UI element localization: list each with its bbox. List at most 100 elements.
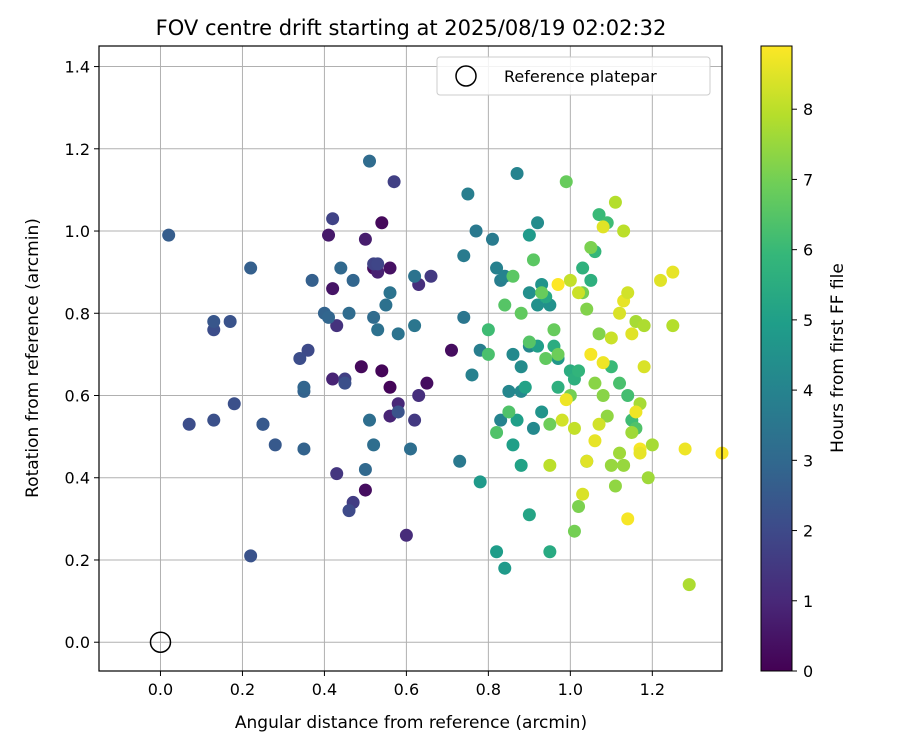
data-point (420, 376, 434, 390)
data-point (502, 384, 516, 398)
data-point (457, 310, 471, 324)
data-point (412, 389, 426, 403)
data-point (559, 393, 573, 407)
data-point (399, 528, 413, 542)
data-point (510, 413, 524, 427)
data-point (330, 467, 344, 481)
data-point (408, 413, 422, 427)
data-point (326, 212, 340, 226)
data-point (383, 380, 397, 394)
colorbar-ticks: 0 1 2 3 4 5 6 7 8 (792, 100, 813, 681)
y-tick-label: 1.4 (65, 58, 90, 77)
data-point (592, 327, 606, 341)
data-point (543, 458, 557, 472)
data-point (608, 195, 622, 209)
data-point (473, 475, 487, 489)
data-point (563, 273, 577, 287)
data-point (363, 154, 377, 168)
data-point (182, 417, 196, 431)
data-point (526, 253, 540, 267)
data-point (592, 208, 606, 222)
data-point (383, 286, 397, 300)
data-point (613, 306, 627, 320)
x-tick-label: 0.0 (148, 680, 173, 699)
data-point (371, 323, 385, 337)
data-point (375, 216, 389, 230)
data-point (555, 413, 569, 427)
data-point (535, 286, 549, 300)
data-point (506, 269, 520, 283)
data-point (596, 356, 610, 370)
data-point (629, 405, 643, 419)
data-point (408, 269, 422, 283)
chart-title: FOV centre drift starting at 2025/08/19 … (156, 16, 667, 40)
y-tick-label: 1.2 (65, 140, 90, 159)
x-tick-label: 0.4 (312, 680, 337, 699)
data-point (617, 458, 631, 472)
data-point (342, 306, 356, 320)
y-axis-ticks: 0.0 0.2 0.4 0.6 0.8 1.0 1.2 1.4 (65, 58, 99, 652)
colorbar-tick-label: 8 (803, 100, 813, 119)
data-point (367, 310, 381, 324)
data-point (408, 319, 422, 333)
data-point (551, 277, 565, 291)
data-point (637, 360, 651, 374)
data-point (510, 166, 524, 180)
data-point (596, 220, 610, 234)
x-tick-label: 0.6 (394, 680, 419, 699)
data-point (223, 314, 237, 328)
data-point (522, 508, 536, 522)
data-point (621, 512, 635, 526)
data-point (506, 347, 520, 361)
data-point (654, 273, 668, 287)
data-point (268, 438, 282, 452)
data-point (551, 347, 565, 361)
plot-frame (98, 45, 723, 672)
data-point (584, 273, 598, 287)
y-tick-label: 0.4 (65, 469, 90, 488)
data-point (465, 368, 479, 382)
x-axis-label: Angular distance from reference (arcmin) (235, 713, 587, 733)
data-point (543, 417, 557, 431)
colorbar-tick-label: 4 (803, 381, 813, 400)
data-point (613, 376, 627, 390)
data-point (391, 327, 405, 341)
data-point (358, 483, 372, 497)
colorbar-tick-label: 2 (803, 522, 813, 541)
reference-platepar-marker (149, 631, 172, 653)
data-point (535, 405, 549, 419)
data-point (625, 327, 639, 341)
data-point (543, 545, 557, 559)
x-axis-ticks: 0.0 0.2 0.4 0.6 0.8 1.0 1.2 (148, 671, 665, 699)
data-point (666, 319, 680, 333)
y-tick-label: 0.2 (65, 551, 90, 570)
data-point (297, 442, 311, 456)
data-point (531, 298, 545, 312)
data-point (522, 228, 536, 242)
data-point (559, 175, 573, 189)
data-point (490, 426, 504, 440)
data-point (621, 389, 635, 403)
data-point (600, 409, 614, 423)
data-point (678, 442, 692, 456)
legend: Reference platepar (436, 56, 711, 96)
data-point (481, 323, 495, 337)
data-point (572, 364, 586, 378)
data-point (244, 261, 258, 275)
x-tick-label: 1.2 (640, 680, 665, 699)
data-point (379, 298, 393, 312)
data-point (457, 249, 471, 263)
data-point (485, 232, 499, 246)
data-point (494, 413, 508, 427)
data-point (305, 273, 319, 287)
colorbar-tick-label: 3 (803, 451, 813, 470)
data-point (387, 175, 401, 189)
data-point (621, 286, 635, 300)
data-point (330, 319, 344, 333)
data-point (547, 323, 561, 337)
data-point (391, 405, 405, 419)
data-point (613, 446, 627, 460)
data-point (498, 298, 512, 312)
data-point (637, 319, 651, 333)
